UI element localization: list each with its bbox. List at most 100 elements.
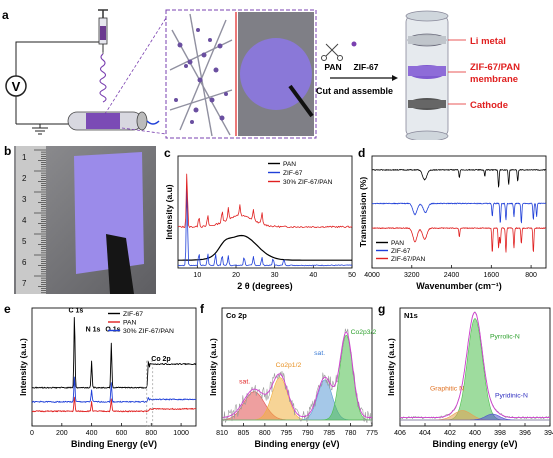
fit-component bbox=[222, 334, 372, 421]
x-tick-label: 402 bbox=[444, 430, 456, 437]
zif-particles bbox=[174, 28, 228, 124]
ruler-number: 1 bbox=[22, 153, 27, 162]
chart-f-co2p: 810 805 800 795 790 785 780 775 Binding energy (… bbox=[208, 307, 378, 449]
x-tick-label: 404 bbox=[419, 430, 431, 437]
peak-label: sat. bbox=[314, 350, 325, 357]
panel-letter-e: e bbox=[4, 302, 11, 316]
fit-component bbox=[400, 318, 550, 421]
series-zif67-pan bbox=[177, 173, 353, 228]
raw-data bbox=[399, 311, 551, 420]
x-tick-label: 775 bbox=[366, 430, 378, 437]
panel-letter-f: f bbox=[200, 302, 204, 316]
x-tick-label: 800 bbox=[145, 430, 157, 437]
scissors-icon bbox=[321, 43, 343, 61]
label-li-metal: Li metal bbox=[470, 36, 506, 47]
legend-entry: PAN bbox=[391, 240, 404, 247]
chart-e-xps-survey: 0 200 400 600 800 1000 Binding Energy (eV) Inte… bbox=[18, 307, 197, 449]
peak-label: Pyrrolic-N bbox=[490, 334, 520, 341]
panel-letter-g: g bbox=[378, 302, 386, 316]
peak-label: N 1s bbox=[86, 327, 101, 334]
y-axis-label: Transmission (%) bbox=[358, 177, 368, 248]
plot-frame bbox=[221, 307, 373, 427]
y-axis-label: Intensity (a.u.) bbox=[208, 338, 218, 396]
raw-data bbox=[222, 328, 373, 424]
x-tick-label: 398 bbox=[494, 430, 506, 437]
series-zif67 bbox=[178, 185, 353, 267]
legend-entry: 30% ZIF-67/PAN bbox=[123, 328, 174, 335]
legend-entry: ZIF-67 bbox=[123, 311, 143, 318]
x-tick-label: 10 bbox=[193, 272, 201, 279]
ruler-number: 2 bbox=[22, 174, 27, 183]
series-zif-67-pan bbox=[371, 227, 546, 253]
series-pan bbox=[31, 396, 196, 413]
peak-label: Co 2p bbox=[151, 356, 170, 363]
legend-entry: ZIF-67 bbox=[391, 248, 411, 255]
x-tick-label: 795 bbox=[280, 430, 292, 437]
x-tick-label: 800 bbox=[525, 272, 537, 279]
series-pan bbox=[178, 234, 352, 261]
panel-inner-title: Co 2p bbox=[226, 311, 247, 320]
legend-entry: ZIF-67 bbox=[283, 170, 303, 177]
syringe-icon bbox=[98, 9, 108, 54]
fit-component bbox=[400, 413, 550, 421]
peak-label: sat. bbox=[239, 379, 250, 386]
x-tick-label: 396 bbox=[519, 430, 531, 437]
ruler bbox=[16, 146, 46, 294]
x-tick-label: 785 bbox=[323, 430, 335, 437]
panel-inner-title: N1s bbox=[404, 311, 418, 320]
x-tick-label: 810 bbox=[216, 430, 228, 437]
legend-entry: PAN bbox=[283, 161, 296, 168]
series-pan bbox=[371, 168, 546, 188]
collector-drum bbox=[67, 111, 160, 131]
label-cathode: Cathode bbox=[470, 100, 508, 111]
label-cut-assemble: Cut and assemble bbox=[316, 86, 393, 96]
y-axis-label: Intensity (a.u.) bbox=[18, 338, 28, 396]
x-tick-label: 30 bbox=[271, 272, 279, 279]
series-zif-67 bbox=[371, 202, 547, 224]
zoom-box bbox=[165, 9, 317, 139]
co2p-highlight-box bbox=[146, 360, 154, 427]
plot-frame bbox=[177, 155, 353, 269]
panel-b-photo: 1 2 3 4 5 6 7 bbox=[14, 146, 156, 294]
plot-frame bbox=[31, 307, 197, 427]
peak-label: Pyridinic-N bbox=[495, 393, 528, 400]
zoom-lines bbox=[104, 17, 167, 135]
legend-entry: 30% ZIF-67/PAN bbox=[283, 179, 333, 186]
panel-a-schematic: V bbox=[5, 9, 520, 140]
plot-frame bbox=[371, 155, 547, 269]
ruler-number: 3 bbox=[22, 195, 27, 204]
legend-entry: ZIF-67/PAN bbox=[391, 256, 426, 263]
x-axis-label: Binding energy (eV) bbox=[432, 439, 517, 449]
panel-letter-a: a bbox=[2, 8, 9, 22]
label-pan: PAN bbox=[324, 62, 341, 72]
x-tick-label: 600 bbox=[116, 430, 128, 437]
label-membrane-2: membrane bbox=[470, 74, 518, 85]
series-30-zif-67-pan bbox=[31, 376, 197, 403]
x-axis-label: Binding Energy (eV) bbox=[71, 439, 157, 449]
peak-label: Co2p3/2 bbox=[351, 329, 377, 336]
tweezers-icon bbox=[106, 234, 134, 294]
peak-label: Co2p1/2 bbox=[276, 362, 302, 369]
panel-letter-b: b bbox=[4, 144, 12, 158]
fit-envelope bbox=[400, 311, 550, 419]
peak-label: C 1s bbox=[68, 308, 83, 315]
y-axis-label: Intensity (a.u.) bbox=[386, 338, 396, 396]
ruler-number: 6 bbox=[22, 258, 27, 267]
label-membrane-1: ZIF-67/PAN bbox=[470, 62, 520, 73]
x-tick-label: 400 bbox=[86, 430, 98, 437]
x-tick-label: 1000 bbox=[173, 430, 189, 437]
x-tick-label: 400 bbox=[469, 430, 481, 437]
x-tick-label: 0 bbox=[30, 430, 34, 437]
x-axis-label: 2 θ (degrees) bbox=[237, 281, 292, 291]
panel-letter-c: c bbox=[164, 146, 171, 160]
zif-dot-icon bbox=[351, 41, 357, 47]
x-tick-label: 406 bbox=[394, 430, 406, 437]
x-tick-label: 394 bbox=[544, 430, 553, 437]
x-tick-label: 50 bbox=[348, 272, 356, 279]
y-axis-label: Intensity (a.u) bbox=[164, 184, 174, 239]
x-axis-label: Binding energy (eV) bbox=[254, 439, 339, 449]
peak-label: Graphitic N bbox=[430, 386, 464, 393]
series-zif-67 bbox=[31, 316, 197, 389]
x-axis-label: Wavenumber (cm⁻¹) bbox=[416, 281, 501, 291]
ruler-number: 7 bbox=[22, 279, 27, 288]
